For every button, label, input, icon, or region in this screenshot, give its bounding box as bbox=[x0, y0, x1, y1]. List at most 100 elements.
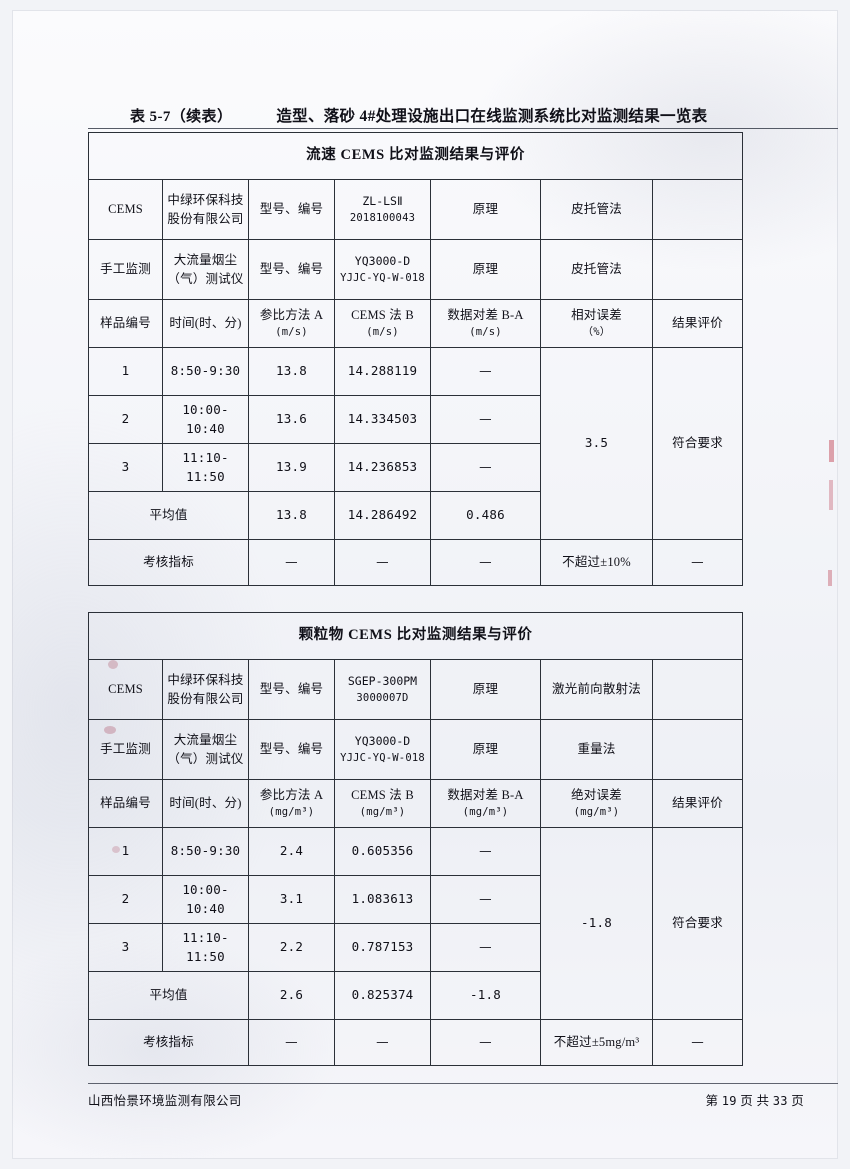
pm-header-error: 绝对误差 (mg/m³) bbox=[540, 779, 653, 828]
pm-row-1-no: 1 bbox=[88, 827, 163, 876]
flow-index-a: — bbox=[248, 539, 335, 586]
flow-average-b: 14.286492 bbox=[334, 491, 431, 540]
pm-index-error: 不超过±5mg/m³ bbox=[540, 1019, 653, 1066]
flow-row-1-diff: — bbox=[430, 347, 541, 396]
pm-row-2-b: 1.083613 bbox=[334, 875, 431, 924]
pm-row-1-a: 2.4 bbox=[248, 827, 335, 876]
flow-row-1-a: 13.8 bbox=[248, 347, 335, 396]
page-title: 表 5-7（续表） 造型、落砂 4#处理设施出口在线监测系统比对监测结果一览表 bbox=[130, 104, 730, 126]
flow-manual-serial-text: YJJC-YQ-W-018 bbox=[340, 272, 425, 285]
flow-row-3-diff: — bbox=[430, 443, 541, 492]
pm-cems-spacer bbox=[651, 659, 744, 720]
flow-row-2-no: 2 bbox=[88, 395, 163, 444]
pm-manual-model-label: 型号、编号 bbox=[248, 719, 335, 780]
table-row: 手工监测 大流量烟尘（气）测试仪 型号、编号 YQ3000-D YJJC-YQ-… bbox=[88, 239, 744, 300]
pm-section-title: 颗粒物 CEMS 比对监测结果与评价 bbox=[87, 612, 744, 660]
flow-section-title: 流速 CEMS 比对监测结果与评价 bbox=[87, 132, 744, 180]
table-row: CEMS 中绿环保科技股份有限公司 型号、编号 ZL-LSⅡ 201810004… bbox=[88, 179, 744, 240]
flow-average-a: 13.8 bbox=[248, 491, 335, 540]
pm-cems-principle: 激光前向散射法 bbox=[540, 659, 653, 720]
table-row: 3 11:10-11:50 13.9 14.236853 — bbox=[88, 443, 743, 492]
flow-manual-model-text: YQ3000-D bbox=[354, 254, 411, 269]
flow-error-value: 3.5 bbox=[540, 347, 653, 540]
flow-cems-label: CEMS bbox=[88, 179, 163, 240]
table-row: 颗粒物 CEMS 比对监测结果与评价 bbox=[87, 612, 744, 660]
flow-manual-model: YQ3000-D YJJC-YQ-W-018 bbox=[334, 239, 431, 300]
flow-manual-principle-label: 原理 bbox=[430, 239, 541, 300]
pm-average-a: 2.6 bbox=[248, 971, 335, 1020]
flow-index-label: 考核指标 bbox=[88, 539, 249, 586]
pm-manual-model: YQ3000-D YJJC-YQ-W-018 bbox=[334, 719, 431, 780]
pm-header-method-b: CEMS 法 B (mg/m³) bbox=[334, 779, 431, 828]
flow-index-b: — bbox=[334, 539, 431, 586]
flow-header-method-b: CEMS 法 B (m/s) bbox=[334, 299, 431, 348]
pm-row-3-diff: — bbox=[430, 923, 541, 972]
pm-error-value: -1.8 bbox=[540, 827, 653, 1020]
table-row: CEMS 中绿环保科技股份有限公司 型号、编号 SGEP-300PM 30000… bbox=[88, 659, 744, 720]
flow-cems-model-label: 型号、编号 bbox=[248, 179, 335, 240]
pm-manual-label: 手工监测 bbox=[88, 719, 163, 780]
pm-row-3-a: 2.2 bbox=[248, 923, 335, 972]
table-row: 2 10:00-10:40 13.6 14.334503 — bbox=[88, 395, 743, 444]
pm-row-3-time: 11:10-11:50 bbox=[162, 923, 249, 972]
pm-cems-manufacturer: 中绿环保科技股份有限公司 bbox=[162, 659, 249, 720]
pm-cems-principle-label: 原理 bbox=[430, 659, 541, 720]
flow-row-3-no: 3 bbox=[88, 443, 163, 492]
flow-header-diff: 数据对差 B-A (m/s) bbox=[430, 299, 541, 348]
document-page: 表 5-7（续表） 造型、落砂 4#处理设施出口在线监测系统比对监测结果一览表 … bbox=[12, 10, 838, 1159]
pm-cems-model-label: 型号、编号 bbox=[248, 659, 335, 720]
flow-manual-model-label: 型号、编号 bbox=[248, 239, 335, 300]
page-total: 33 bbox=[772, 1094, 788, 1108]
pm-header-method-a: 参比方法 A (mg/m³) bbox=[248, 779, 335, 828]
footer-company: 山西怡景环境监测有限公司 bbox=[88, 1094, 242, 1108]
flow-row-1-no: 1 bbox=[88, 347, 163, 396]
table-row: 1 8:50-9:30 2.4 0.605356 — -1.8 符合要求 bbox=[88, 827, 744, 1020]
flow-row-2-diff: — bbox=[430, 395, 541, 444]
flow-row-2-time: 10:00-10:40 bbox=[162, 395, 249, 444]
flow-row-1-b: 14.288119 bbox=[334, 347, 431, 396]
pm-average-b: 0.825374 bbox=[334, 971, 431, 1020]
table-number: 表 5-7（续表） bbox=[130, 109, 233, 125]
pm-evaluation-value: 符合要求 bbox=[651, 827, 744, 1020]
flow-average-diff: 0.486 bbox=[430, 491, 541, 540]
pm-index-b: — bbox=[334, 1019, 431, 1066]
flow-header-error-unit: （%） bbox=[582, 326, 611, 339]
flow-header-evaluation: 结果评价 bbox=[651, 299, 744, 348]
pm-manual-principle-label: 原理 bbox=[430, 719, 541, 780]
flow-header-method-a: 参比方法 A (m/s) bbox=[248, 299, 335, 348]
pm-index-diff: — bbox=[430, 1019, 541, 1066]
flow-manual-principle: 皮托管法 bbox=[540, 239, 653, 300]
pm-row-3-no: 3 bbox=[88, 923, 163, 972]
pm-cems-model-text: SGEP-300PM bbox=[347, 674, 418, 689]
pm-header-method-a-unit: (mg/m³) bbox=[268, 806, 315, 819]
flow-header-time: 时间(时、分) bbox=[162, 299, 249, 348]
pm-header-diff: 数据对差 B-A (mg/m³) bbox=[430, 779, 541, 828]
flow-header-method-a-text: 参比方法 A bbox=[259, 308, 324, 323]
pm-manual-instrument: 大流量烟尘（气）测试仪 bbox=[162, 719, 249, 780]
page-suffix: 页 bbox=[791, 1094, 804, 1108]
pm-header-error-text: 绝对误差 bbox=[571, 788, 622, 803]
scanned-page-sheet: 表 5-7（续表） 造型、落砂 4#处理设施出口在线监测系统比对监测结果一览表 … bbox=[12, 10, 838, 1159]
page-prefix: 第 bbox=[705, 1094, 719, 1108]
flow-evaluation-value: 符合要求 bbox=[651, 347, 744, 540]
flow-header-diff-text: 数据对差 B-A bbox=[447, 308, 524, 323]
flow-index-error: 不超过±10% bbox=[540, 539, 653, 586]
pm-header-time: 时间(时、分) bbox=[162, 779, 249, 828]
pm-header-method-b-text: CEMS 法 B bbox=[351, 788, 414, 803]
pm-index-a: — bbox=[248, 1019, 335, 1066]
flow-cems-model: ZL-LSⅡ 2018100043 bbox=[334, 179, 431, 240]
table-row: 平均值 2.6 0.825374 -1.8 bbox=[88, 971, 743, 1020]
flow-manual-label: 手工监测 bbox=[88, 239, 163, 300]
pm-cems-table: 颗粒物 CEMS 比对监测结果与评价 CEMS 中绿环保科技股份有限公司 型号、… bbox=[87, 612, 744, 1066]
flow-cems-model-text: ZL-LSⅡ bbox=[362, 194, 403, 209]
pm-row-1-time: 8:50-9:30 bbox=[162, 827, 249, 876]
pm-row-2-diff: — bbox=[430, 875, 541, 924]
pm-header-method-b-unit: (mg/m³) bbox=[359, 806, 406, 819]
pm-header-evaluation: 结果评价 bbox=[651, 779, 744, 828]
flow-manual-spacer bbox=[651, 239, 744, 300]
table-row: 手工监测 大流量烟尘（气）测试仪 型号、编号 YQ3000-D YJJC-YQ-… bbox=[88, 719, 744, 780]
flow-header-method-a-unit: (m/s) bbox=[275, 326, 308, 339]
table-row: 流速 CEMS 比对监测结果与评价 bbox=[87, 132, 744, 180]
pm-row-1-diff: — bbox=[430, 827, 541, 876]
flow-cems-spacer bbox=[651, 179, 744, 240]
